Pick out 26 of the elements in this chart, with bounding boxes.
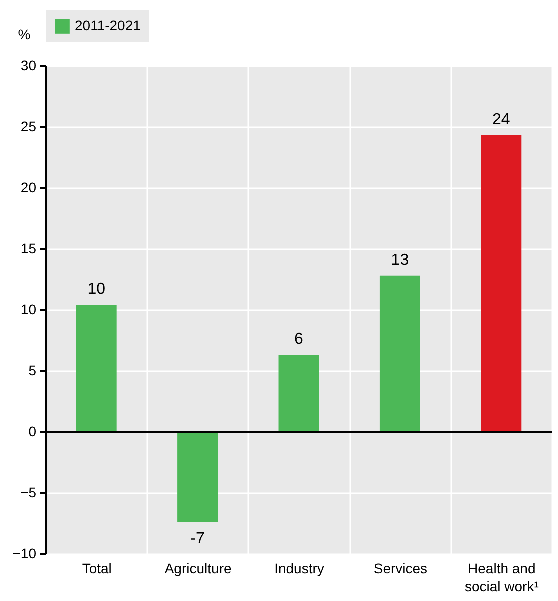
x-tick-label: Health and social work¹ [464, 560, 540, 594]
y-tick-label: 20 [20, 180, 37, 196]
legend-label: 2011-2021 [75, 18, 142, 34]
y-tick-label: −5 [20, 484, 37, 500]
x-tick-label: Industry [274, 560, 324, 576]
bar [76, 305, 117, 432]
bar [481, 136, 522, 432]
y-tick-label: 15 [20, 240, 37, 256]
x-tick-label: Total [82, 560, 112, 576]
data-label: -7 [190, 530, 206, 548]
bar [278, 355, 320, 432]
y-tick-label: −10 [12, 546, 37, 562]
data-label: 24 [492, 112, 510, 129]
y-tick-label: 5 [28, 362, 37, 378]
x-tick-label: Services [374, 560, 428, 576]
y-tick-label: 25 [20, 118, 37, 134]
y-axis-title: % [18, 26, 31, 42]
bar [178, 432, 218, 522]
y-tick-label: 30 [20, 58, 37, 74]
data-label: 13 [391, 252, 410, 269]
y-tick-label: 0 [28, 424, 37, 440]
y-tick-label: 10 [20, 302, 37, 318]
bar [380, 276, 420, 432]
x-tick-label: Agriculture [164, 560, 232, 576]
data-label: 6 [294, 331, 304, 348]
data-label: 10 [88, 281, 106, 298]
